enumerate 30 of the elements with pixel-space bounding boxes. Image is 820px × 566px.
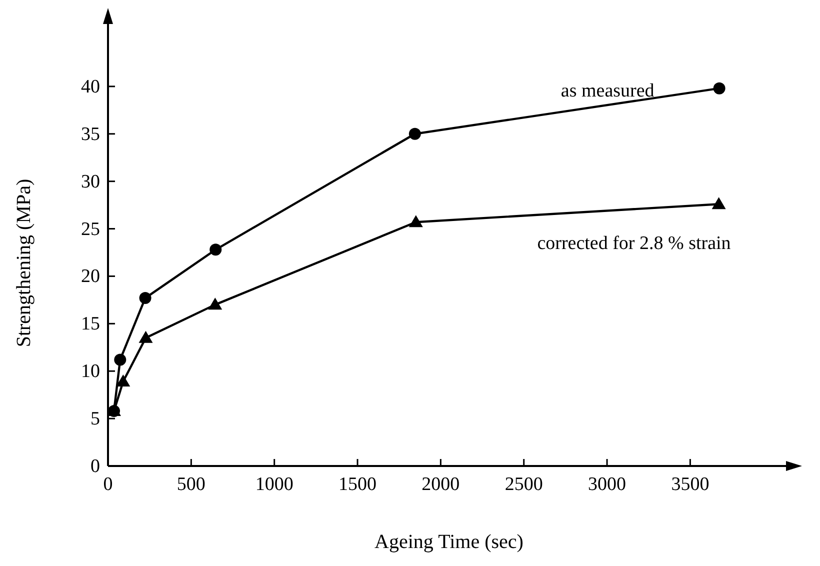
point [114, 354, 126, 366]
series-label: as measured [560, 80, 655, 102]
y-tick-label: 15 [81, 314, 100, 335]
x-tick-label: 1000 [255, 474, 294, 495]
y-tick-label: 30 [81, 171, 100, 192]
x-tick-label: 3000 [588, 474, 626, 495]
x-tick-label: 3500 [671, 474, 710, 495]
y-axis-title: Strengthening (MPa) [13, 178, 35, 348]
point [408, 215, 423, 228]
x-tick-label: 2000 [422, 474, 460, 495]
point [408, 128, 421, 140]
x-tick-label: 500 [176, 474, 206, 495]
y-tick-label: 25 [81, 218, 100, 240]
point [139, 292, 152, 304]
y-tick-label: 0 [90, 456, 100, 477]
point [138, 330, 153, 343]
point [208, 298, 222, 310]
x-axis-title: Ageing Time (sec) [374, 531, 524, 553]
y-tick-label: 20 [81, 266, 100, 288]
y-tick-label: 35 [81, 124, 100, 145]
x-tick-label: 1500 [338, 474, 377, 495]
point [210, 244, 222, 256]
point [713, 82, 726, 94]
y-tick-label: 40 [81, 76, 100, 98]
y-tick-label: 5 [90, 408, 100, 430]
series-label: corrected for 2.8 % strain [537, 233, 732, 254]
y-tick-label: 10 [81, 361, 100, 382]
point [712, 197, 726, 210]
x-tick-label: 2500 [504, 474, 543, 495]
point [116, 374, 130, 387]
